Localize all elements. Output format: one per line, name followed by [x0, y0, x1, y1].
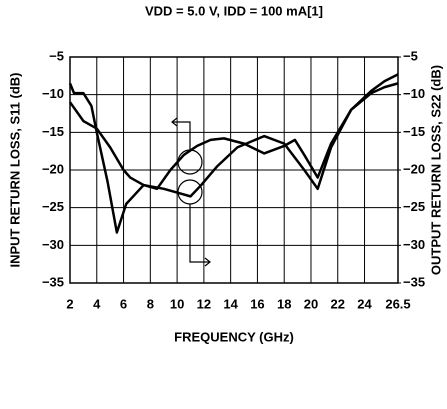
y2-tick-label: −5: [403, 48, 418, 63]
y2-tick-label: −20: [403, 161, 425, 176]
y-tick-label: −15: [42, 124, 64, 139]
series-line: [68, 82, 399, 191]
x-tick-label: 2: [66, 296, 73, 311]
x-tick-label: 22: [331, 296, 345, 311]
y-tick-label: −35: [42, 274, 64, 289]
x-tick-label: 24: [357, 296, 372, 311]
y2-tick-label: −25: [403, 199, 425, 214]
y-tick-label: −25: [42, 199, 64, 214]
x-tick-label: 16: [250, 296, 264, 311]
x-tick-label: 10: [170, 296, 184, 311]
s22-circle: [177, 179, 203, 205]
y2-tick-label: −15: [403, 124, 425, 139]
y-tick-label: −5: [49, 48, 64, 63]
s11-arrow: [172, 121, 191, 150]
x-axis-label: FREQUENCY (GHz): [174, 329, 294, 344]
y2-tick-label: −10: [403, 86, 425, 101]
x-tick-label: 18: [277, 296, 291, 311]
x-tick-label: 4: [93, 296, 101, 311]
s22-arrow: [189, 204, 210, 263]
chart-title: VDD = 5.0 V, IDD = 100 mA[1]: [145, 3, 323, 18]
s22-arrowhead: [204, 257, 211, 267]
x-tick-label: 6: [120, 296, 127, 311]
x-tick-label: 8: [147, 296, 154, 311]
series-line: [68, 73, 399, 234]
x-tick-label: 14: [223, 296, 238, 311]
plot-frame: [69, 56, 399, 284]
x-tick-label: 20: [304, 296, 318, 311]
s11-arrowhead: [171, 117, 178, 127]
y2-tick-label: −30: [403, 237, 425, 252]
y2-axis-label: OUTPUT RETURN LOSS, S22 (dB): [428, 65, 443, 275]
y-tick-label: −30: [42, 237, 64, 252]
y-tick-label: −10: [42, 86, 64, 101]
x-tick-label: 12: [197, 296, 211, 311]
x-tick-label: 26.5: [385, 296, 410, 311]
y2-tick-label: −35: [403, 274, 425, 289]
y-tick-label: −20: [42, 161, 64, 176]
y-axis-label: INPUT RETURN LOSS, S11 (dB): [7, 72, 22, 267]
